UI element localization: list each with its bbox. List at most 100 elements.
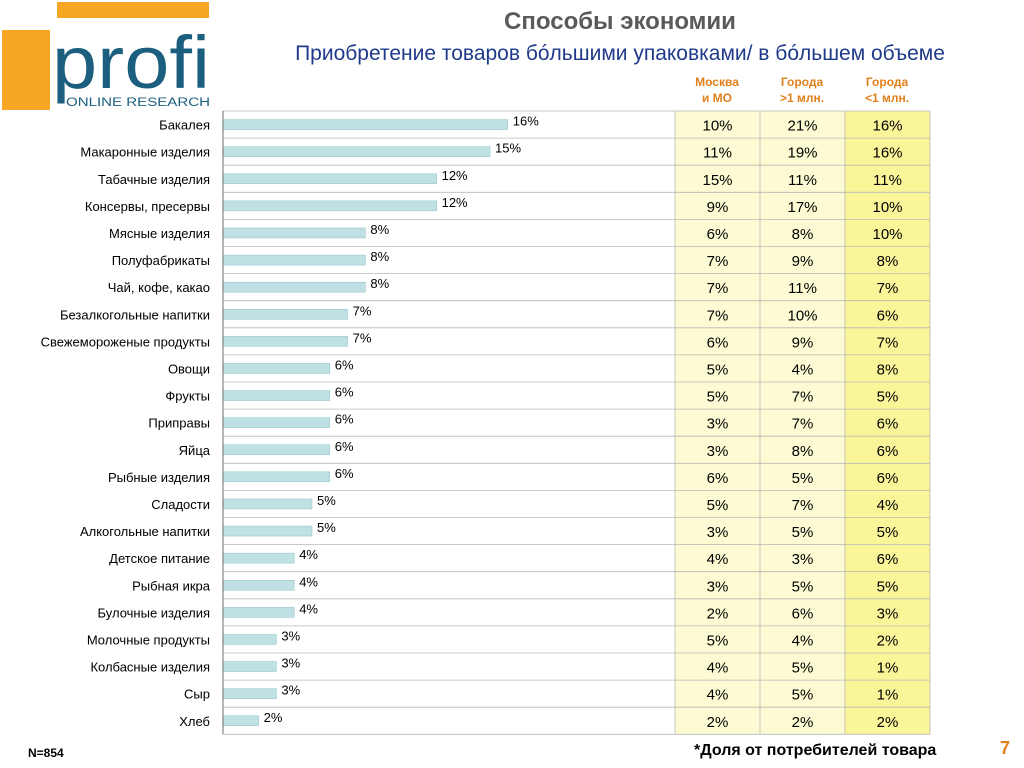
category-label: Рыбные изделия — [108, 470, 210, 485]
category-label: Детское питание — [109, 551, 210, 566]
column-header-small-cities: Города <1 млн. — [845, 74, 929, 106]
table-cell: 21% — [787, 118, 817, 135]
page-number: 7 — [1000, 738, 1011, 758]
column-header-big-cities: Города >1 млн. — [760, 74, 844, 106]
bar — [222, 146, 491, 157]
category-label: Приправы — [148, 416, 210, 431]
table-cell: 6% — [707, 334, 729, 351]
table-cell: 2% — [707, 714, 729, 731]
table-cell: 5% — [792, 578, 814, 595]
table-cell: 10% — [787, 307, 817, 324]
table-cell: 5% — [792, 687, 814, 704]
table-cell: 10% — [872, 226, 902, 243]
table-cell: 11% — [788, 280, 817, 297]
table-cell: 5% — [707, 632, 729, 649]
footnote: *Доля от потребителей товара — [694, 742, 937, 759]
bar-value-label: 6% — [335, 357, 354, 372]
bar — [222, 552, 295, 564]
table-cell: 6% — [792, 605, 814, 622]
table-cell: 4% — [877, 497, 899, 514]
profi-logo: profi ONLINE RESEARCH — [2, 2, 210, 110]
page-subtitle: Приобретение товаров бóльшими упаковками… — [295, 42, 945, 65]
table-cell: 4% — [707, 660, 729, 677]
table-cell: 7% — [707, 307, 729, 324]
category-label: Макаронные изделия — [80, 145, 210, 160]
bar-value-label: 15% — [495, 141, 521, 156]
logo-orange-bar — [57, 2, 209, 18]
bar — [222, 200, 437, 212]
table-cell: 11% — [788, 172, 817, 189]
bar-value-label: 8% — [370, 249, 389, 264]
page-title: Способы экономии — [504, 8, 736, 35]
table-cell: 8% — [877, 361, 899, 378]
bar-value-label: 6% — [335, 439, 354, 454]
bar-value-label: 3% — [281, 656, 300, 671]
table-cell: 2% — [877, 714, 899, 731]
table-background-highlight — [845, 111, 930, 735]
table-cell: 7% — [877, 280, 899, 297]
table-cell: 2% — [707, 605, 729, 622]
bar-value-label: 8% — [370, 276, 389, 291]
bar-value-label: 4% — [299, 601, 318, 616]
table-cell: 6% — [707, 470, 729, 487]
table-cell: 5% — [877, 524, 899, 541]
bar-value-label: 7% — [353, 303, 372, 318]
table-cell: 3% — [877, 605, 899, 622]
bar-value-label: 7% — [353, 330, 372, 345]
category-label: Яйца — [179, 443, 211, 458]
table-cell: 7% — [707, 280, 729, 297]
table-cell: 5% — [792, 470, 814, 487]
bar — [222, 336, 348, 347]
category-label: Сладости — [151, 497, 210, 512]
logo-tagline: ONLINE RESEARCH — [66, 97, 210, 109]
table-cell: 5% — [877, 578, 899, 595]
table-cell: 5% — [707, 361, 729, 378]
category-label: Чай, кофе, какао — [108, 280, 210, 295]
category-label: Свежемороженые продукты — [41, 334, 210, 349]
column-header-line: Города — [865, 75, 909, 89]
table-cell: 2% — [877, 632, 899, 649]
bar — [222, 688, 277, 699]
column-header-line: Города — [780, 75, 824, 89]
logo-wordmark: profi — [52, 21, 210, 104]
category-label: Фрукты — [165, 389, 210, 404]
bar — [222, 715, 259, 726]
bar — [222, 227, 366, 239]
bar — [222, 309, 348, 320]
table-cell: 7% — [877, 334, 899, 351]
table-cell: 7% — [792, 497, 814, 514]
category-label: Табачные изделия — [98, 172, 210, 187]
bar-value-label: 12% — [442, 168, 468, 183]
bar — [222, 444, 331, 455]
bar — [222, 498, 313, 510]
table-cell: 5% — [792, 524, 814, 541]
bar-value-label: 12% — [442, 195, 468, 210]
category-label: Бакалея — [159, 118, 210, 133]
table-cell: 6% — [877, 551, 899, 568]
bar-value-label: 5% — [317, 520, 336, 535]
table-cell: 10% — [702, 118, 732, 135]
table-cell: 9% — [707, 199, 729, 216]
table-cell: 16% — [872, 145, 902, 162]
bar-value-label: 4% — [299, 547, 318, 562]
bar-value-label: 3% — [281, 683, 300, 698]
bar — [222, 634, 277, 645]
table-cell: 16% — [872, 118, 902, 135]
column-header-moscow: Москва и МО — [675, 74, 759, 106]
category-label: Колбасные изделия — [90, 660, 210, 675]
table-cell: 1% — [877, 687, 899, 704]
bar — [222, 363, 331, 374]
sample-size: N=854 — [28, 746, 64, 760]
bar — [222, 390, 331, 401]
table-cell: 11% — [873, 172, 902, 189]
category-label: Хлеб — [179, 714, 210, 729]
table-cell: 9% — [792, 253, 814, 270]
bar — [222, 119, 509, 130]
bar — [222, 254, 366, 266]
table-cell: 2% — [792, 714, 814, 731]
bar — [222, 580, 295, 591]
table-cell: 4% — [792, 361, 814, 378]
bar — [222, 173, 437, 184]
table-cell: 19% — [787, 145, 817, 162]
bar — [222, 417, 331, 428]
